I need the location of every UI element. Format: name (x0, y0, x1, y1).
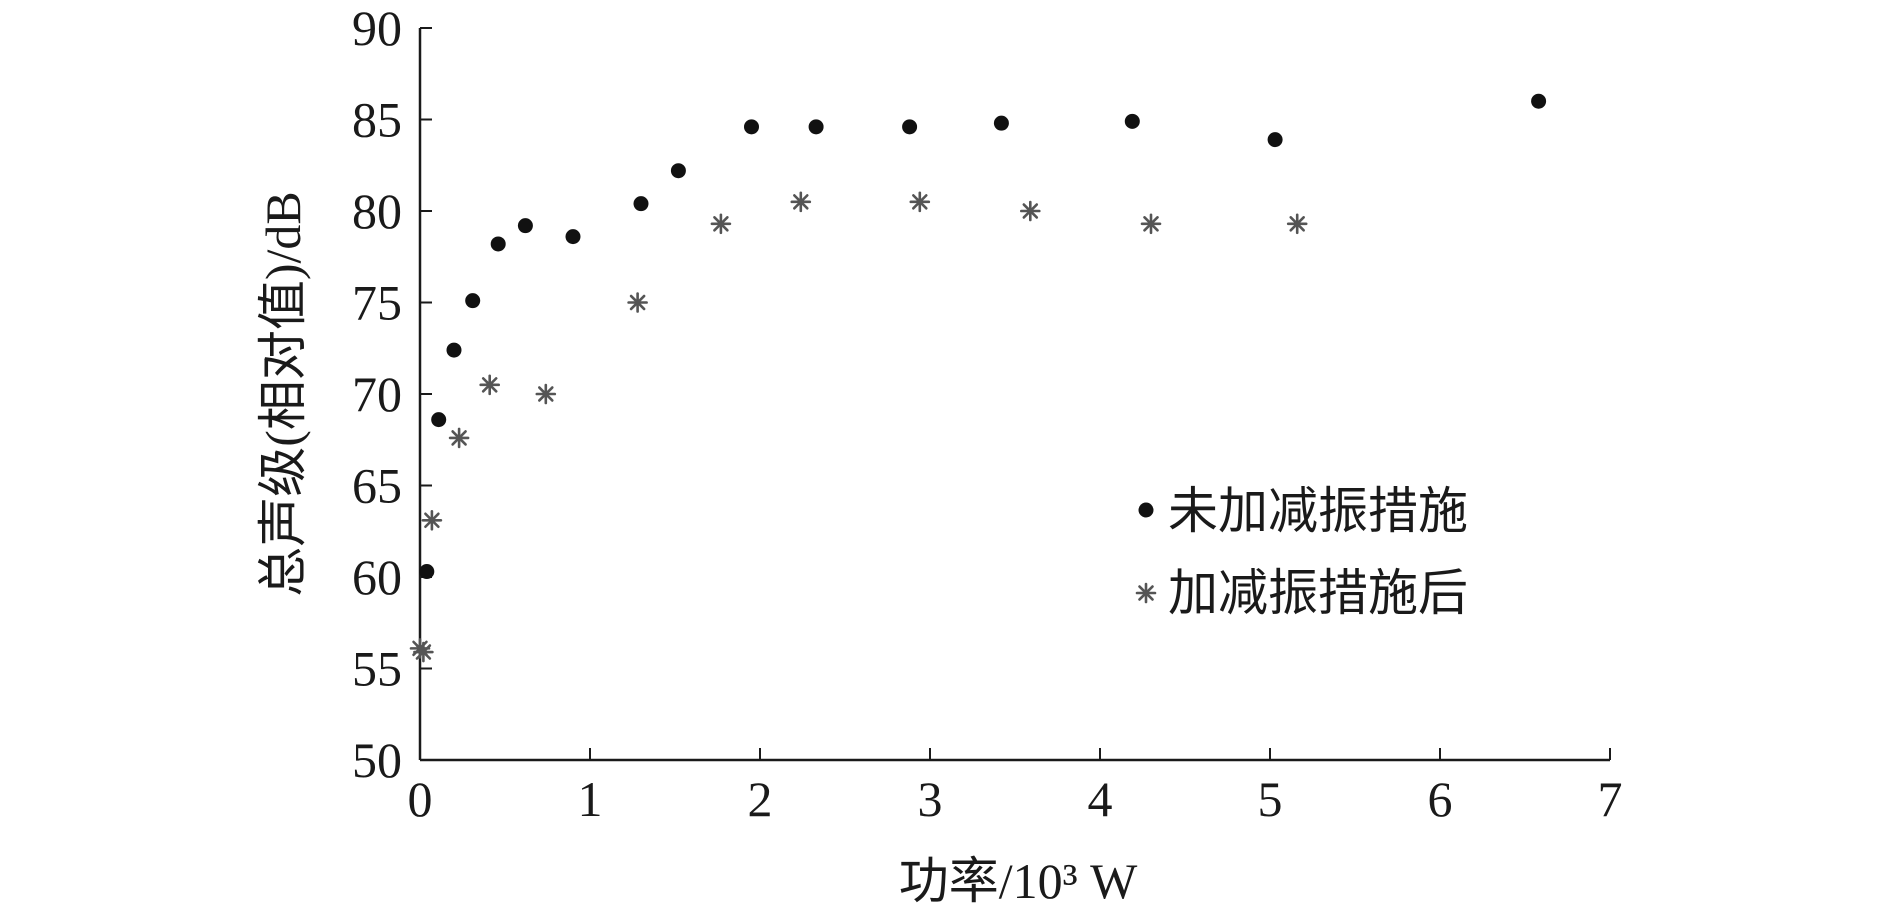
data-point-asterisk (421, 509, 443, 531)
x-ticks: 0 1 2 3 4 5 6 7 (408, 748, 1623, 827)
y-tick-label: 55 (352, 641, 402, 697)
data-point-asterisk (1140, 213, 1162, 235)
legend-label-series-1: 未加减振措施 (1168, 483, 1468, 539)
data-point-dot (431, 412, 447, 428)
y-axis-title: 总声级(相对值)/dB (255, 191, 311, 597)
data-point-asterisk (479, 374, 501, 396)
data-point-dot (993, 115, 1009, 131)
data-point-asterisk (1019, 200, 1041, 222)
x-axis-title: 功率/10³ W (899, 853, 1138, 909)
data-point-dot (808, 119, 824, 135)
y-tick-label: 65 (352, 458, 402, 514)
x-tick-label: 0 (408, 771, 433, 827)
legend-label-series-2: 加减振措施后 (1168, 565, 1468, 621)
y-tick-label: 90 (352, 0, 402, 56)
legend: 未加减振措施 加减振措施后 (1135, 483, 1468, 621)
y-tick-label: 85 (352, 92, 402, 148)
data-point-dot (565, 229, 581, 245)
data-point-dot (902, 119, 918, 135)
y-tick-label: 70 (352, 366, 402, 422)
axes (418, 28, 1610, 762)
data-point-dot (744, 119, 759, 135)
data-point-dot (1531, 93, 1547, 109)
data-point-asterisk (535, 383, 557, 405)
y-tick-label: 75 (352, 275, 402, 331)
data-point-dot (490, 236, 506, 252)
data-point-asterisk (1286, 213, 1308, 235)
data-point-asterisk (790, 191, 812, 213)
legend-marker-asterisk (1135, 582, 1157, 604)
data-point-dot (1124, 113, 1140, 129)
data-point-dot (446, 342, 462, 358)
data-point-asterisk (413, 641, 434, 663)
data-point-dot (517, 218, 533, 234)
x-tick-label: 3 (918, 771, 943, 827)
data-point-dot (465, 293, 481, 309)
data-point-asterisk (710, 213, 732, 235)
x-tick-label: 7 (1598, 771, 1623, 827)
x-tick-label: 5 (1258, 771, 1283, 827)
legend-marker-dot (1138, 502, 1154, 518)
y-tick-label: 80 (352, 183, 402, 239)
y-tick-label: 50 (352, 732, 402, 788)
data-point-dot (670, 163, 686, 179)
x-tick-label: 2 (748, 771, 773, 827)
data-point-asterisk (909, 191, 931, 213)
x-tick-label: 6 (1428, 771, 1453, 827)
data-points (409, 93, 1547, 663)
data-point-dot (633, 196, 649, 212)
legend-dot-icon (1138, 502, 1154, 518)
y-tick-label: 60 (352, 549, 402, 605)
data-point-asterisk (627, 292, 648, 313)
x-tick-label: 4 (1088, 771, 1113, 827)
legend-asterisk-icon (1135, 582, 1157, 604)
data-point-dot (419, 564, 435, 580)
data-point-dot (1267, 132, 1283, 148)
data-point-asterisk (448, 427, 470, 449)
x-tick-label: 1 (578, 771, 603, 827)
y-ticks: 50 55 60 65 70 75 80 85 90 (352, 0, 432, 788)
